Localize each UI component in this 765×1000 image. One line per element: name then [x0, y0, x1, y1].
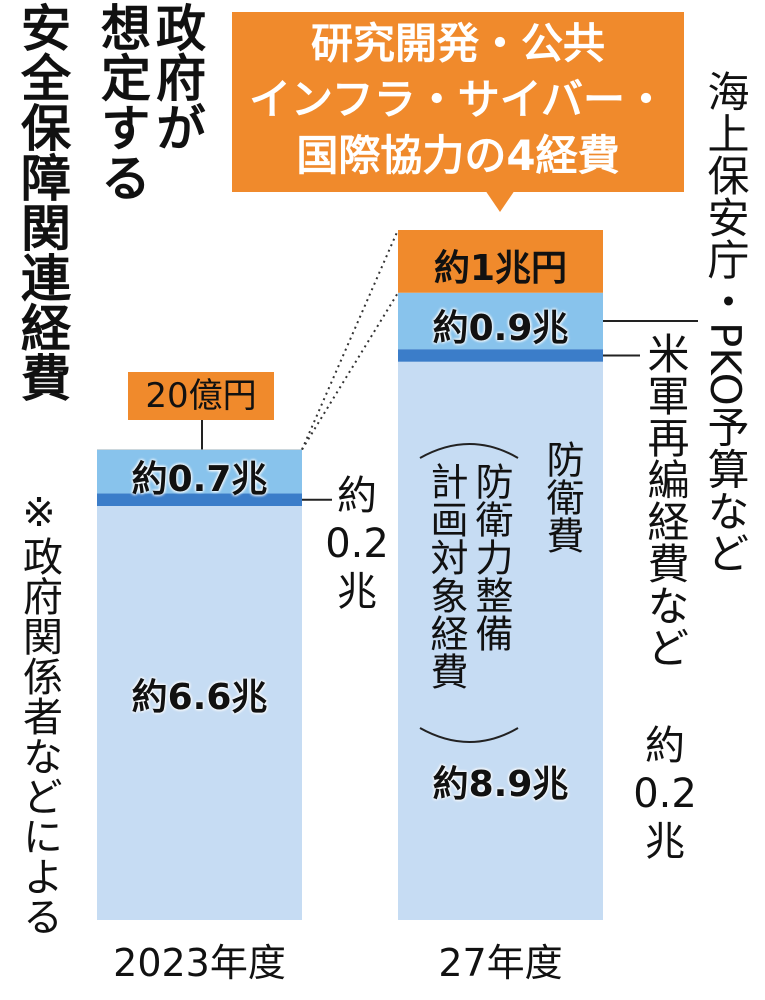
bar-segment [97, 506, 302, 920]
callout-box [232, 12, 684, 192]
connector [301, 292, 399, 451]
series-name: 研究開発・公共 [310, 19, 605, 68]
series-name: 防衛費 [540, 440, 584, 554]
title-line: 安全保障関連経費 [13, 2, 71, 402]
value-label: 約8.9兆 [432, 764, 569, 805]
bracket [419, 727, 519, 743]
value-label: 約0.2兆 [633, 723, 697, 865]
value-label-box: 20億円 [128, 372, 274, 420]
x-tick-label: 2023年度 [113, 941, 286, 985]
bar-segment [97, 493, 302, 506]
connector [301, 229, 399, 450]
series-name: 国際協力の4経費 [296, 131, 620, 180]
series-name: 米軍再編経費など [641, 332, 690, 668]
series-note: 計画対象経費 [424, 462, 468, 690]
value-label: 約0.2兆 [325, 473, 389, 615]
series-name: 海上保安庁・PKO予算など [701, 70, 750, 574]
source-note: ※政府関係者などによる [16, 490, 62, 936]
value-label: 約6.6兆 [131, 677, 268, 718]
bar-segment [398, 349, 603, 362]
title-line: 想定する [93, 2, 151, 202]
value-label: 約0.9兆 [432, 307, 569, 349]
series-name: インフラ・サイバー・ [249, 75, 667, 124]
value-label: 約0.7兆 [131, 458, 268, 500]
series-note: 防衛力整備 [469, 462, 513, 652]
title-line: 政府が [148, 2, 206, 152]
bracket [419, 443, 519, 459]
value-label: 約1兆円 [433, 248, 568, 290]
bar-segment [398, 361, 603, 920]
bar-segment [398, 292, 603, 350]
bar-segment [97, 449, 302, 494]
x-tick-label: 27年度 [438, 941, 563, 985]
callout-pointer [485, 190, 515, 212]
bar-segment [398, 230, 603, 293]
